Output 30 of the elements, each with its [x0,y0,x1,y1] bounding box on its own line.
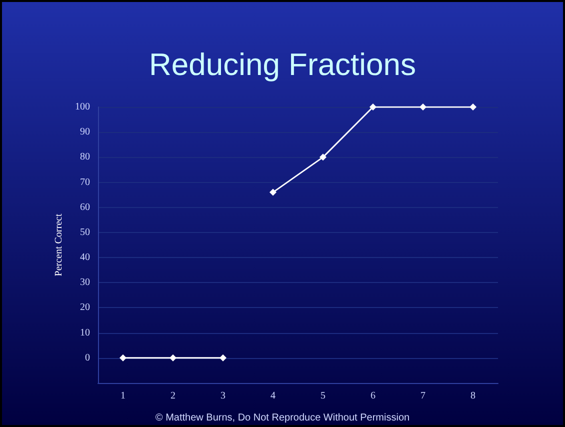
y-tick-label: 100 [75,102,90,112]
point [220,354,226,362]
y-tick-label: 40 [80,252,90,264]
point [270,188,276,196]
x-tick-label: 2 [170,390,176,402]
y-tick-label: 90 [80,126,90,138]
x-tick-label: 1 [120,390,126,402]
x-tick-label: 5 [320,390,326,402]
point [320,154,326,161]
point [120,354,126,362]
point [470,104,476,110]
point [420,104,426,110]
y-tick-label: 0 [85,352,90,364]
point [170,354,176,362]
y-axis-title: Percent Correct [54,214,65,276]
x-tick-label: 8 [470,390,476,402]
point [370,104,376,110]
y-tick-label: 20 [80,302,90,314]
x-tick-label: 6 [370,390,376,402]
x-tick-label: 4 [270,390,276,402]
y-tick-label: 60 [80,202,90,213]
y-tick-label: 50 [80,226,90,238]
y-tick-label: 10 [80,327,90,338]
chart-title: Reducing Fractions [148,47,416,82]
y-tick-label: 80 [80,152,90,163]
text: © Matthew Burns, Do Not Reproduce Without Permission [155,412,410,424]
y-tick-label: 30 [80,277,90,288]
x-tick-label: 3 [220,390,226,402]
y-tick-label: 70 [80,176,90,188]
x-tick-label: 7 [420,390,426,402]
